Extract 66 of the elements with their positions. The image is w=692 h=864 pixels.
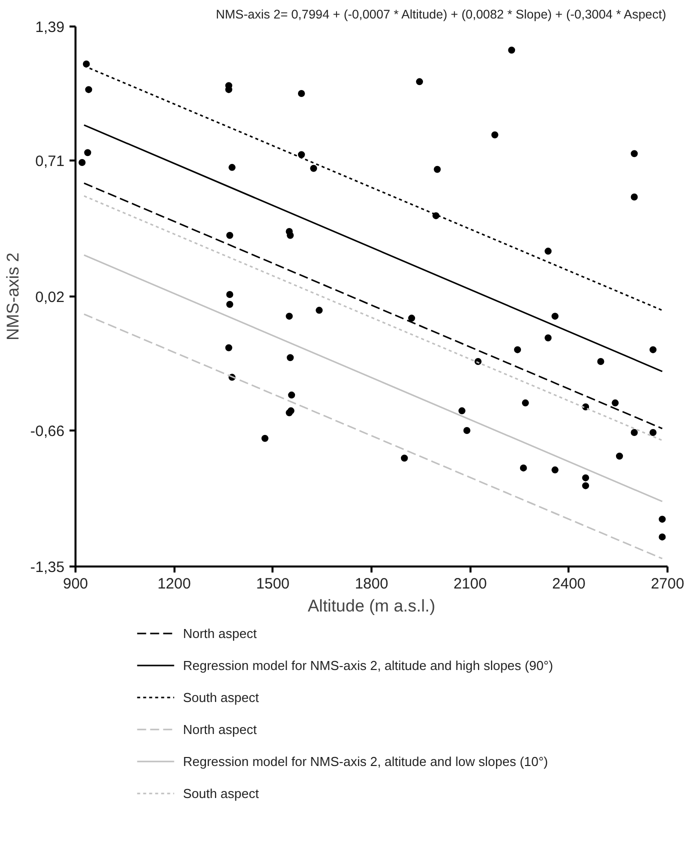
- point: [630, 150, 638, 158]
- point: [226, 300, 234, 308]
- point: [544, 248, 552, 255]
- point: [491, 131, 498, 138]
- point: [616, 452, 623, 460]
- x-tick-label: 1200: [157, 576, 191, 592]
- point: [225, 344, 232, 352]
- point: [84, 149, 92, 156]
- point: [552, 466, 559, 474]
- x-tick-label: 2100: [453, 576, 487, 592]
- point: [582, 474, 590, 482]
- point: [226, 232, 234, 239]
- legend-label: North aspect: [182, 722, 258, 737]
- legend-label: Regression model for NMS-axis 2, altitude and high slopes (90°): [182, 658, 554, 673]
- legend-label: South aspect: [182, 786, 260, 801]
- x-tick-label: 1800: [354, 576, 388, 592]
- point: [434, 166, 441, 173]
- point: [298, 90, 305, 97]
- point: [522, 399, 529, 406]
- x-tick-label: 2700: [650, 576, 684, 592]
- point: [310, 164, 318, 172]
- point: [286, 312, 293, 320]
- point: [78, 158, 86, 166]
- point: [514, 346, 522, 354]
- y-tick-label: 0,71: [35, 153, 65, 170]
- point: [552, 312, 559, 320]
- y-tick-label: -1,35: [30, 559, 65, 576]
- y-tick-label: -0,66: [30, 423, 65, 440]
- point: [286, 354, 294, 362]
- x-tick-label: 900: [62, 576, 88, 592]
- point: [400, 454, 408, 462]
- legend-label: Regression model for NMS-axis 2, altitude and low slopes (10°): [182, 754, 548, 769]
- point: [650, 428, 657, 436]
- point: [658, 533, 666, 540]
- point: [458, 407, 466, 414]
- point: [416, 78, 424, 86]
- x-axis-title: Altitude (m a.s.l.): [308, 596, 436, 616]
- text: NMS-axis 2= 0,7994 + (-0,0007 * Altitude) + (0,0082 * Slope) + (-0,3004 * Aspect): [216, 8, 666, 22]
- point: [288, 392, 296, 399]
- point: [226, 291, 234, 298]
- y-tick-label: 0,02: [35, 289, 65, 306]
- point: [463, 427, 470, 434]
- x-tick-label: 1500: [256, 576, 290, 592]
- point: [85, 86, 92, 94]
- point: [650, 346, 657, 354]
- point: [408, 314, 416, 322]
- point: [316, 306, 323, 314]
- point: [630, 428, 638, 436]
- point: [658, 516, 666, 523]
- point: [228, 164, 236, 171]
- x-tick-label: 2400: [552, 576, 586, 592]
- legend-label: North aspect: [182, 626, 258, 641]
- point: [544, 334, 552, 342]
- point: [597, 358, 604, 366]
- point: [508, 46, 516, 54]
- point: [82, 60, 90, 68]
- point: [630, 193, 638, 200]
- y-axis-title: NMS-axis 2: [3, 252, 22, 340]
- legend-label: South aspect: [182, 690, 260, 705]
- point: [612, 399, 619, 406]
- point: [298, 151, 305, 158]
- point: [520, 464, 527, 472]
- point: [261, 434, 268, 442]
- point: [582, 482, 590, 490]
- point: [286, 232, 294, 239]
- y-tick-label: 1,39: [35, 19, 65, 36]
